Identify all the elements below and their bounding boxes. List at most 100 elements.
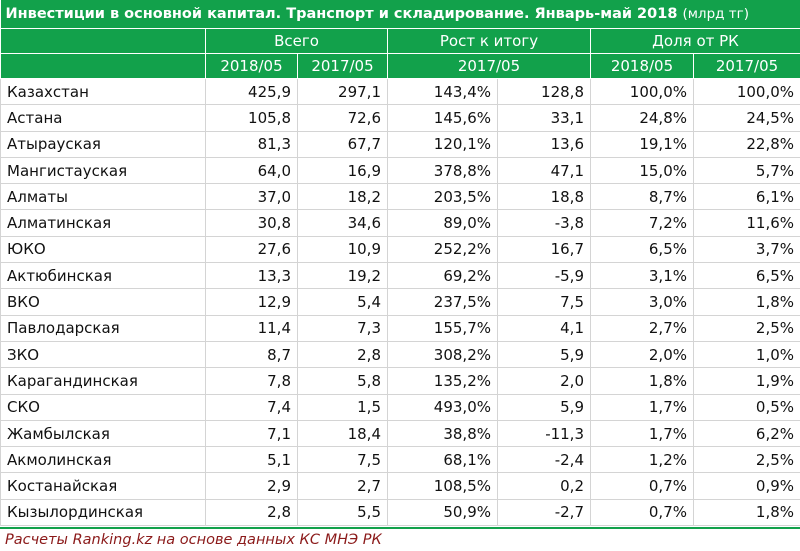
region-cell: Казахстан <box>0 77 206 106</box>
value-cell: 18,4 <box>297 419 388 448</box>
value-cell: 1,8% <box>692 288 800 316</box>
value-cell: 24,8% <box>590 104 694 132</box>
value-cell: 30,8 <box>205 209 298 237</box>
table-row: Павлодарская 11,4 7,3 155,7% 4,1 2,7% 2,5% <box>0 314 800 342</box>
value-cell: -2,7 <box>497 498 591 527</box>
value-cell: 6,1% <box>692 183 800 211</box>
value-cell: 1,7% <box>590 393 694 421</box>
table-row: ВКО 12,9 5,4 237,5% 7,5 3,0% 1,8% <box>0 288 800 316</box>
value-cell: 128,8 <box>497 77 591 106</box>
value-cell: 5,4 <box>297 288 388 316</box>
table-row: Астана 105,8 72,6 145,6% 33,1 24,8% 24,5% <box>0 104 800 132</box>
value-cell: 68,1% <box>387 446 498 474</box>
region-cell: Павлодарская <box>0 314 206 342</box>
value-cell: 0,9% <box>692 472 800 500</box>
value-cell: 27,6 <box>205 235 298 264</box>
value-cell: 5,1 <box>205 446 298 474</box>
value-cell: 47,1 <box>497 156 591 185</box>
region-cell: ВКО <box>0 288 206 316</box>
value-cell: 64,0 <box>205 156 298 185</box>
region-cell: Жамбылская <box>0 419 206 448</box>
value-cell: 7,1 <box>205 419 298 448</box>
value-cell: 5,5 <box>297 498 388 527</box>
subheader: 2018/05 <box>205 53 298 79</box>
region-cell: Астана <box>0 104 206 132</box>
value-cell: 34,6 <box>297 209 388 237</box>
value-cell: 425,9 <box>205 77 298 106</box>
value-cell: 19,1% <box>590 130 694 158</box>
region-cell: ЮКО <box>0 235 206 264</box>
table-row: СКО 7,4 1,5 493,0% 5,9 1,7% 0,5% <box>0 393 800 421</box>
unit: (млрд тг) <box>682 6 749 22</box>
region-cell: ЗКО <box>0 340 206 369</box>
value-cell: 5,9 <box>497 340 591 369</box>
value-cell: -2,4 <box>497 446 591 474</box>
value-cell: 13,3 <box>205 262 298 290</box>
table-row: Алматы 37,0 18,2 203,5% 18,8 8,7% 6,1% <box>0 183 800 211</box>
value-cell: 0,7% <box>590 498 694 527</box>
value-cell: 11,6% <box>692 209 800 237</box>
header-cell <box>0 53 206 79</box>
value-cell: 155,7% <box>387 314 498 342</box>
table-row: Жамбылская 7,1 18,4 38,8% -11,3 1,7% 6,2% <box>0 419 800 448</box>
value-cell: 252,2% <box>387 235 498 264</box>
value-cell: 2,0 <box>497 367 591 395</box>
data-table: Инвестиции в основной капитал. Транспорт… <box>0 0 800 527</box>
value-cell: 13,6 <box>497 130 591 158</box>
value-cell: 120,1% <box>387 130 498 158</box>
value-cell: 3,0% <box>590 288 694 316</box>
table-row: Карагандинская 7,8 5,8 135,2% 2,0 1,8% 1,9% <box>0 367 800 395</box>
value-cell: 33,1 <box>497 104 591 132</box>
footer: Расчеты Ranking.kz на основе данных КС М… <box>0 527 800 551</box>
value-cell: 2,5% <box>692 314 800 342</box>
value-cell: 7,8 <box>205 367 298 395</box>
value-cell: 18,8 <box>497 183 591 211</box>
value-cell: 308,2% <box>387 340 498 369</box>
region-cell: Атырауская <box>0 130 206 158</box>
value-cell: 69,2% <box>387 262 498 290</box>
value-cell: 12,9 <box>205 288 298 316</box>
value-cell: 16,9 <box>297 156 388 185</box>
value-cell: -5,9 <box>497 262 591 290</box>
value-cell: 1,8% <box>692 498 800 527</box>
value-cell: 5,9 <box>497 393 591 421</box>
value-cell: 81,3 <box>205 130 298 158</box>
value-cell: 7,5 <box>497 288 591 316</box>
value-cell: 143,4% <box>387 77 498 106</box>
table-row: ЮКО 27,6 10,9 252,2% 16,7 6,5% 3,7% <box>0 235 800 264</box>
title-row: Инвестиции в основной капитал. Транспорт… <box>0 0 800 29</box>
value-cell: 135,2% <box>387 367 498 395</box>
value-cell: 493,0% <box>387 393 498 421</box>
value-cell: -11,3 <box>497 419 591 448</box>
table-row: Алматинская 30,8 34,6 89,0% -3,8 7,2% 11,6% <box>0 209 800 237</box>
value-cell: -3,8 <box>497 209 591 237</box>
value-cell: 37,0 <box>205 183 298 211</box>
value-cell: 1,5 <box>297 393 388 421</box>
value-cell: 72,6 <box>297 104 388 132</box>
subheader: 2017/05 <box>387 53 591 79</box>
table-row: Акмолинская 5,1 7,5 68,1% -2,4 1,2% 2,5% <box>0 446 800 474</box>
title: Инвестиции в основной капитал. Транспорт… <box>5 6 678 22</box>
value-cell: 4,1 <box>497 314 591 342</box>
value-cell: 18,2 <box>297 183 388 211</box>
value-cell: 3,1% <box>590 262 694 290</box>
value-cell: 3,7% <box>692 235 800 264</box>
region-cell: Актюбинская <box>0 262 206 290</box>
value-cell: 1,0% <box>692 340 800 369</box>
value-cell: 22,8% <box>692 130 800 158</box>
table-row: Костанайская 2,9 2,7 108,5% 0,2 0,7% 0,9% <box>0 472 800 500</box>
value-cell: 1,8% <box>590 367 694 395</box>
subheader: 2017/05 <box>692 53 800 79</box>
value-cell: 0,7% <box>590 472 694 500</box>
value-cell: 1,2% <box>590 446 694 474</box>
header-group: Рост к итогу <box>387 28 591 54</box>
value-cell: 378,8% <box>387 156 498 185</box>
value-cell: 7,5 <box>297 446 388 474</box>
table-row: Кызылординская 2,8 5,5 50,9% -2,7 0,7% 1,8% <box>0 498 800 527</box>
value-cell: 50,9% <box>387 498 498 527</box>
value-cell: 297,1 <box>297 77 388 106</box>
value-cell: 6,2% <box>692 419 800 448</box>
